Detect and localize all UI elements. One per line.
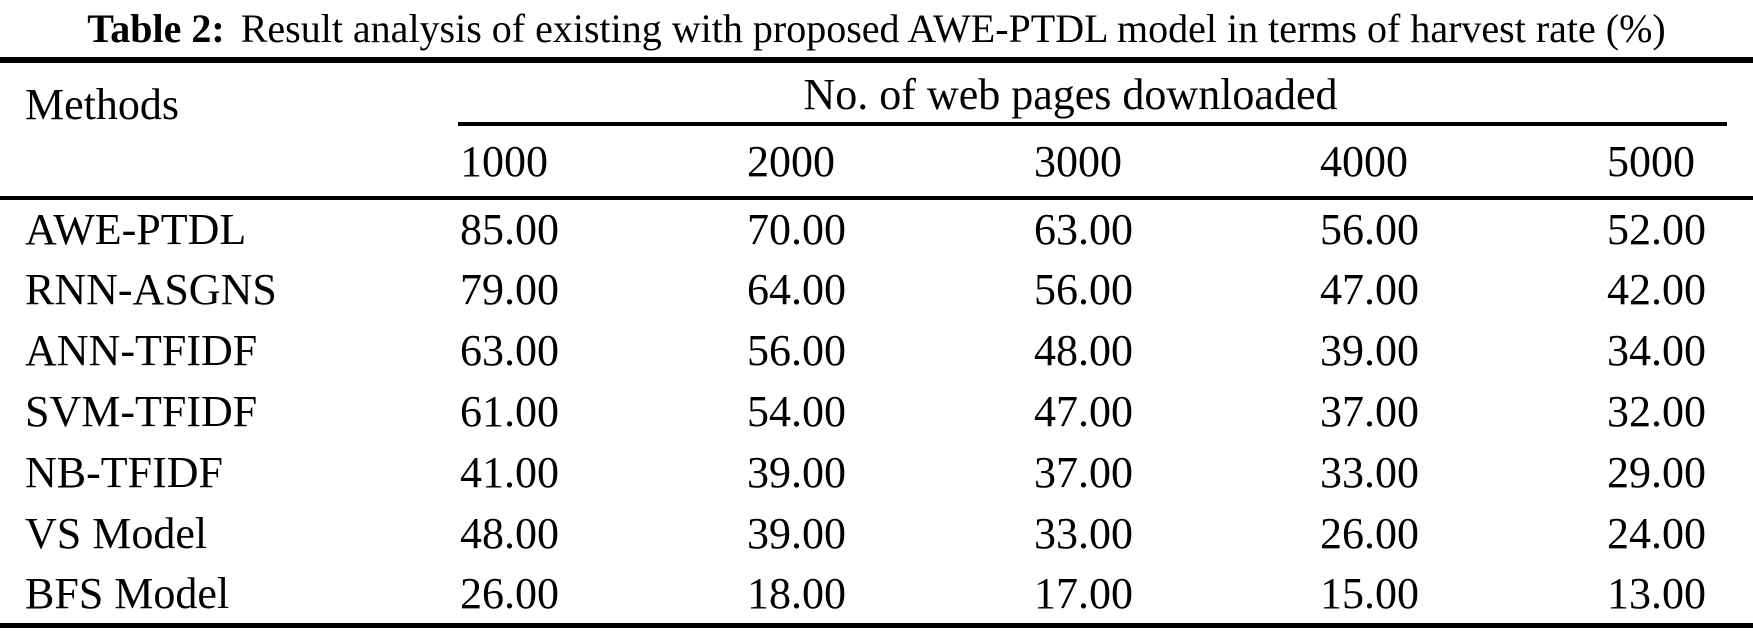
value-cell: 26.00 [460,568,559,618]
value-cell: 39.00 [747,509,846,558]
value-cell: 33.00 [1034,509,1133,558]
method-cell: VS Model [25,509,208,558]
value-cell: 47.00 [1320,265,1419,314]
table-caption-label: Table 2: [87,6,225,51]
value-cell: 52.00 [1607,205,1706,254]
value-cell: 42.00 [1607,265,1706,314]
value-cell: 41.00 [460,448,559,497]
method-cell: NB-TFIDF [25,448,224,497]
value-cell: 17.00 [1034,568,1133,618]
value-cell: 37.00 [1034,448,1133,497]
value-cell: 37.00 [1320,387,1419,436]
table-row: SVM-TFIDF 61.00 54.00 47.00 37.00 32.00 [0,381,1753,442]
value-cell: 48.00 [460,509,559,558]
column-header-methods: Methods [0,60,458,200]
value-cell: 29.00 [1607,448,1706,497]
value-cell: 33.00 [1320,448,1419,497]
results-table: Methods No. of web pages downloaded 1000… [0,57,1753,628]
table-row: AWE-PTDL 85.00 70.00 63.00 56.00 52.00 [0,198,1753,259]
value-cell: 34.00 [1607,326,1706,375]
column-header: 1000 [458,126,745,200]
method-cell: BFS Model [25,568,230,618]
value-cell: 56.00 [1034,265,1133,314]
column-header: 5000 [1605,126,1753,200]
value-cell: 63.00 [460,326,559,375]
value-cell: 63.00 [1034,205,1133,254]
header-row-group: Methods No. of web pages downloaded [0,60,1753,200]
value-cell: 70.00 [747,205,846,254]
value-cell: 85.00 [460,205,559,254]
value-cell: 79.00 [460,265,559,314]
value-cell: 54.00 [747,387,846,436]
value-cell: 39.00 [747,448,846,497]
column-group-header: No. of web pages downloaded [458,60,1753,126]
table-caption-text: Result analysis of existing with propose… [240,6,1666,51]
value-cell: 64.00 [747,265,846,314]
value-cell: 26.00 [1320,509,1419,558]
table-row: ANN-TFIDF 63.00 56.00 48.00 39.00 34.00 [0,320,1753,381]
table-row: BFS Model 26.00 18.00 17.00 15.00 13.00 [0,564,1753,625]
value-cell: 48.00 [1034,326,1133,375]
value-cell: 32.00 [1607,387,1706,436]
table-row: VS Model 48.00 39.00 33.00 26.00 24.00 [0,503,1753,564]
column-header: 2000 [745,126,1032,200]
value-cell: 56.00 [747,326,846,375]
method-cell: ANN-TFIDF [25,326,258,375]
value-cell: 56.00 [1320,205,1419,254]
value-cell: 39.00 [1320,326,1419,375]
value-cell: 61.00 [460,387,559,436]
column-header: 4000 [1318,126,1605,200]
column-group-header-label: No. of web pages downloaded [803,70,1338,119]
table-caption: Table 2: Result analysis of existing with… [0,4,1753,54]
value-cell: 15.00 [1320,568,1419,618]
method-cell: AWE-PTDL [25,205,247,254]
method-cell: RNN-ASGNS [25,265,277,314]
table-row: RNN-ASGNS 79.00 64.00 56.00 47.00 42.00 [0,259,1753,320]
value-cell: 24.00 [1607,509,1706,558]
method-cell: SVM-TFIDF [25,387,258,436]
table-row: NB-TFIDF 41.00 39.00 37.00 33.00 29.00 [0,442,1753,503]
header-row-columns: 1000 2000 3000 4000 5000 [0,126,1753,200]
value-cell: 47.00 [1034,387,1133,436]
column-header: 3000 [1032,126,1318,200]
value-cell: 13.00 [1607,568,1706,618]
value-cell: 18.00 [747,568,846,618]
